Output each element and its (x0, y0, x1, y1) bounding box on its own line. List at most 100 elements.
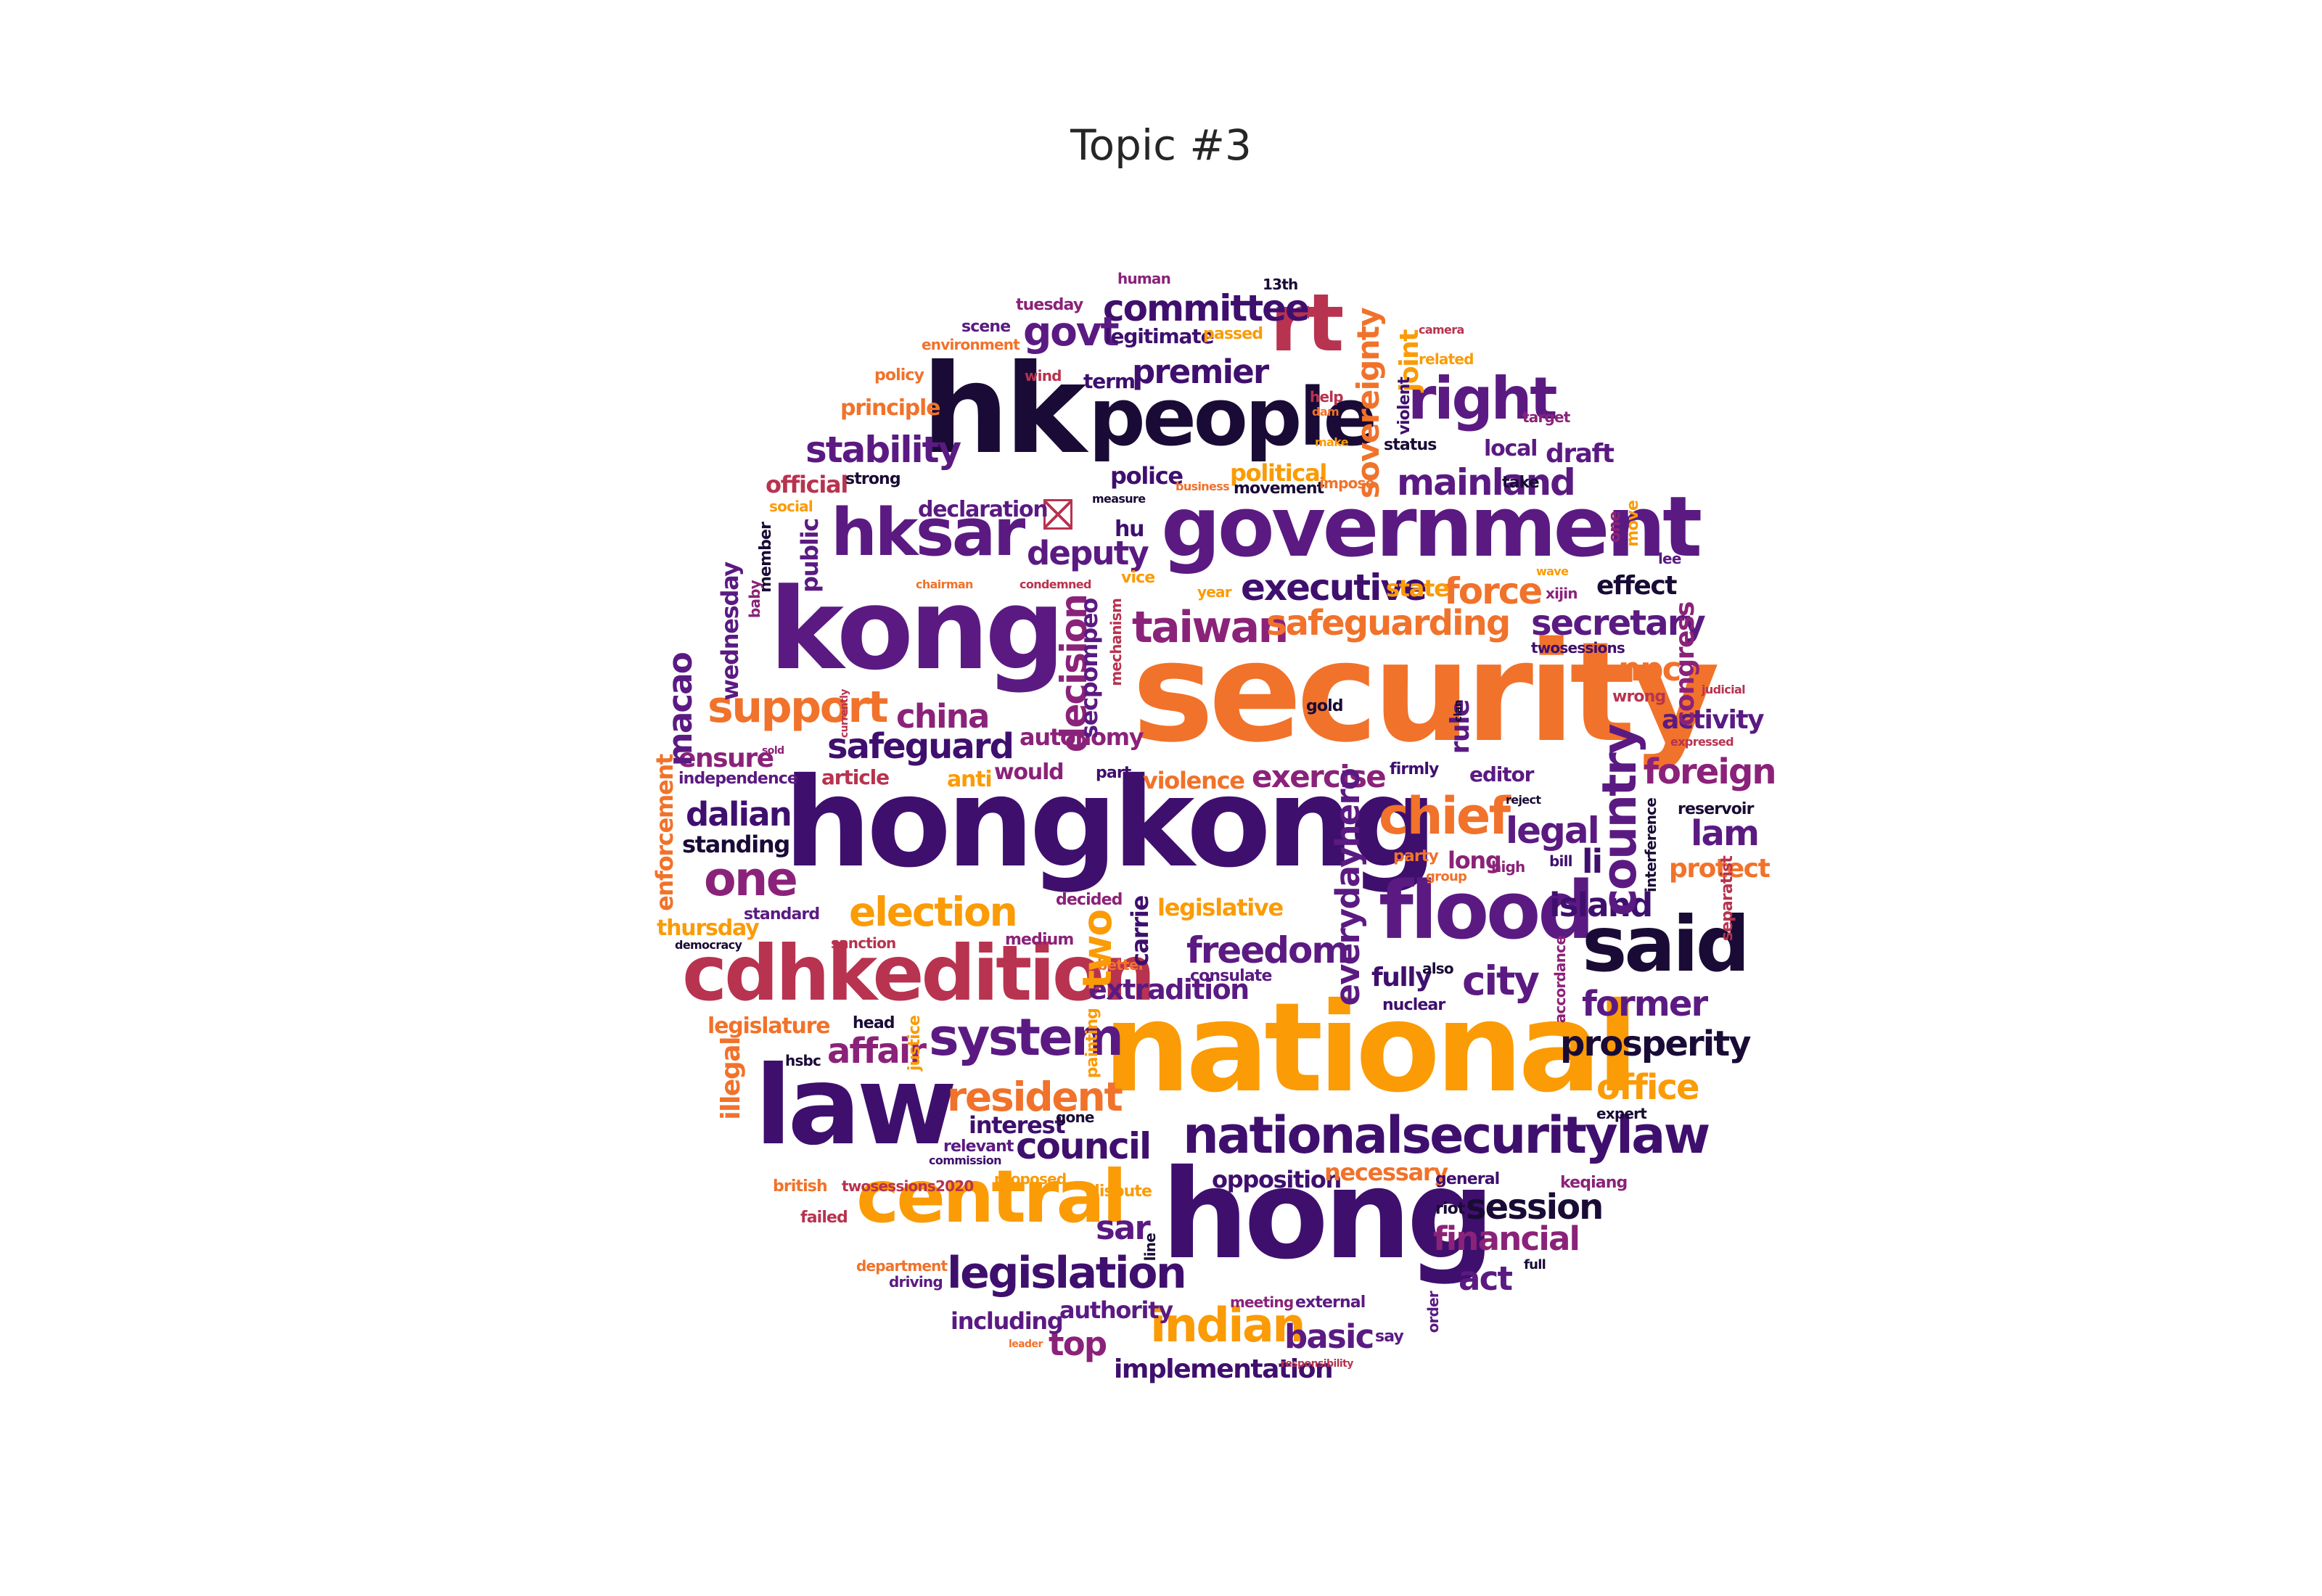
cloud-word: leader (1009, 1338, 1043, 1350)
cloud-word: accordance (1551, 936, 1569, 1024)
cloud-word: riot (1435, 1200, 1465, 1218)
cloud-word: city (1462, 958, 1540, 1004)
cloud-word: declaration (918, 497, 1049, 522)
cloud-word: illegal (716, 1037, 746, 1120)
cloud-word: force (1444, 570, 1543, 612)
cloud-word: mainland (1397, 461, 1576, 503)
cloud-word: wind (1025, 367, 1062, 384)
cloud-word: human (1117, 270, 1171, 287)
cloud-word: violence (1143, 767, 1245, 794)
cloud-word: top (1049, 1325, 1107, 1363)
missing-glyph-icon (1043, 499, 1072, 530)
cloud-word: lee (1658, 550, 1681, 567)
cloud-word: safeguarding (1266, 603, 1511, 643)
cloud-word: autonomy (1020, 723, 1144, 751)
cloud-word: support (707, 682, 888, 733)
cloud-word: standard (744, 905, 820, 924)
cloud-word: help (1310, 388, 1344, 406)
cloud-word: macao (661, 653, 700, 767)
cloud-word: political (1230, 459, 1327, 487)
cloud-word: article (821, 765, 890, 789)
cloud-word: xijin (1546, 585, 1578, 602)
cloud-word: carrie (1126, 896, 1154, 967)
cloud-word: baby (746, 580, 763, 618)
cloud-word: measure (1092, 492, 1146, 506)
cloud-word: party (1393, 847, 1439, 865)
cloud-word: reject (1506, 793, 1541, 807)
cloud-word: failed (800, 1209, 848, 1227)
cloud-word: better (1097, 956, 1145, 974)
cloud-word: financial (1433, 1219, 1580, 1258)
cloud-word: flood (1379, 864, 1595, 957)
cloud-word: former (1582, 984, 1708, 1024)
cloud-word: executive (1241, 567, 1427, 609)
cloud-word: indian (1150, 1299, 1306, 1353)
cloud-word: tuesday (1016, 296, 1083, 314)
cloud-word: committee (1103, 287, 1310, 329)
cloud-word: term (1083, 369, 1136, 393)
cloud-word: central (856, 1154, 1127, 1239)
cloud-word: strong (845, 470, 901, 488)
cloud-word: act (1459, 1259, 1513, 1298)
cloud-word: country (1593, 725, 1647, 917)
cloud-word: deputy (1027, 534, 1149, 572)
cloud-word: freedom (1186, 929, 1349, 971)
cloud-word: office (1596, 1067, 1700, 1108)
cloud-word: activity (1662, 705, 1765, 735)
cloud-word: anti (947, 767, 993, 792)
cloud-word: violent (1395, 377, 1414, 435)
cloud-word: judicial (1702, 683, 1746, 696)
cloud-word: hong (1161, 1143, 1495, 1287)
cloud-word: would (994, 760, 1064, 785)
cloud-word: target (1522, 408, 1570, 426)
cloud-word: camera (1419, 323, 1464, 337)
cloud-word: social (769, 498, 813, 515)
cloud-word: exercise (1252, 759, 1387, 794)
cloud-word: medium (1005, 931, 1074, 949)
cloud-word: scene (961, 318, 1011, 336)
cloud-word: li (1582, 842, 1603, 881)
cloud-word: said (1582, 900, 1750, 989)
cloud-word: wednesday (716, 562, 744, 701)
cloud-word: order (1424, 1291, 1442, 1333)
cloud-word: election (849, 889, 1018, 935)
cloud-word: draft (1546, 439, 1615, 469)
cloud-word: responsibility (1281, 1358, 1353, 1370)
cloud-word: interference (1642, 798, 1660, 892)
cloud-word: environment (922, 336, 1020, 353)
cloud-word: nuclear (1382, 996, 1445, 1014)
cloud-word: expressed (1670, 735, 1734, 749)
cloud-word: foreign (1644, 752, 1777, 792)
cloud-word: law (755, 1043, 957, 1169)
cloud-word: standing (682, 831, 790, 858)
cloud-word: basic (1284, 1317, 1374, 1356)
cloud-word: chief (1379, 786, 1511, 846)
cloud-word: state (1386, 575, 1450, 602)
cloud-word: related (1419, 350, 1474, 368)
cloud-word: painting (1083, 1008, 1101, 1079)
cloud-word: driving (889, 1273, 943, 1291)
cloud-word: council (1016, 1125, 1152, 1167)
cloud-word: local (1484, 436, 1538, 461)
cloud-word: hsbc (785, 1052, 821, 1069)
cloud-word: official (766, 471, 848, 498)
cloud-word: taiwan (1132, 602, 1289, 653)
cloud-word: resident (947, 1074, 1123, 1120)
cloud-word: protect (1669, 854, 1771, 884)
cloud-word: hongkong (784, 752, 1437, 895)
cloud-word: principle (840, 395, 940, 421)
cloud-word: move (1624, 501, 1642, 547)
cloud-word: premier (1132, 353, 1269, 391)
cloud-word: currently (839, 689, 850, 739)
cloud-word: firmly (1390, 760, 1439, 778)
cloud-word: everydayhero (1329, 769, 1367, 1006)
cloud-word: gone (1056, 1108, 1094, 1126)
cloud-word: status (1384, 436, 1437, 454)
cloud-word: nationalsecuritylaw (1183, 1106, 1710, 1165)
cloud-word: expert (1596, 1105, 1647, 1122)
cloud-word: keqiang (1560, 1174, 1628, 1192)
cloud-word: hksar (831, 495, 1025, 571)
cloud-word: one (1606, 511, 1624, 543)
cloud-word: effect (1596, 571, 1678, 601)
